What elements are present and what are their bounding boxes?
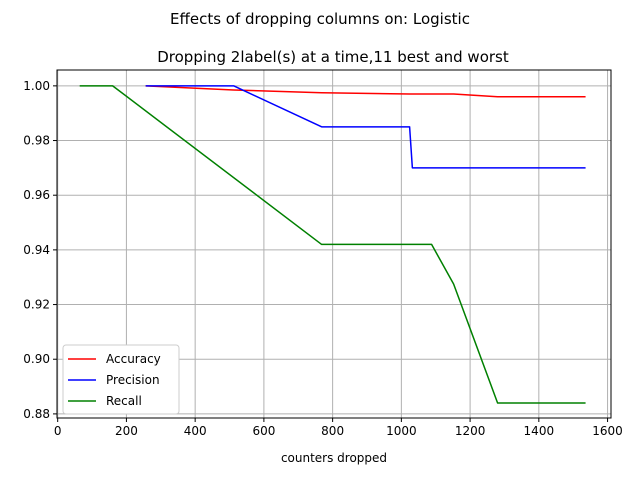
- y-tick-label: 0.90: [23, 352, 50, 366]
- y-axis: 0.88 0.90 0.92 0.94 0.96 0.98 1.00: [23, 79, 57, 421]
- series-recall-line: [79, 85, 586, 404]
- legend: Accuracy Precision Recall: [62, 344, 180, 415]
- y-tick-label: 1.00: [23, 79, 50, 93]
- x-tick-label: 1400: [524, 424, 555, 438]
- x-tick-label: 600: [252, 424, 275, 438]
- y-tick-label: 0.92: [23, 298, 50, 312]
- chart-title: Dropping 2label(s) at a time,11 best and…: [157, 48, 509, 66]
- x-tick-label: 400: [184, 424, 207, 438]
- y-tick-label: 0.98: [23, 134, 50, 148]
- legend-label-recall: Recall: [106, 394, 142, 408]
- legend-label-accuracy: Accuracy: [106, 352, 161, 366]
- figure-suptitle: Effects of dropping columns on: Logistic: [170, 10, 470, 28]
- series-precision-line: [145, 85, 586, 169]
- gridlines: [57, 70, 611, 418]
- y-tick-label: 0.88: [23, 407, 50, 421]
- x-axis-label: counters dropped: [281, 451, 387, 465]
- legend-label-precision: Precision: [106, 373, 160, 387]
- x-tick-label: 1600: [592, 424, 623, 438]
- series-accuracy-line: [145, 85, 586, 98]
- x-tick-label: 1000: [386, 424, 417, 438]
- x-tick-label: 800: [321, 424, 344, 438]
- x-axis: 0 200 400 600 800 1000 1200 1400 1600: [54, 418, 623, 438]
- y-tick-label: 0.94: [23, 243, 50, 257]
- x-tick-label: 0: [54, 424, 62, 438]
- plot-frame: [56, 69, 612, 419]
- x-tick-label: 1200: [455, 424, 486, 438]
- y-tick-label: 0.96: [23, 188, 50, 202]
- x-tick-label: 200: [115, 424, 138, 438]
- legend-box: [62, 344, 180, 415]
- series-layer: [79, 85, 586, 404]
